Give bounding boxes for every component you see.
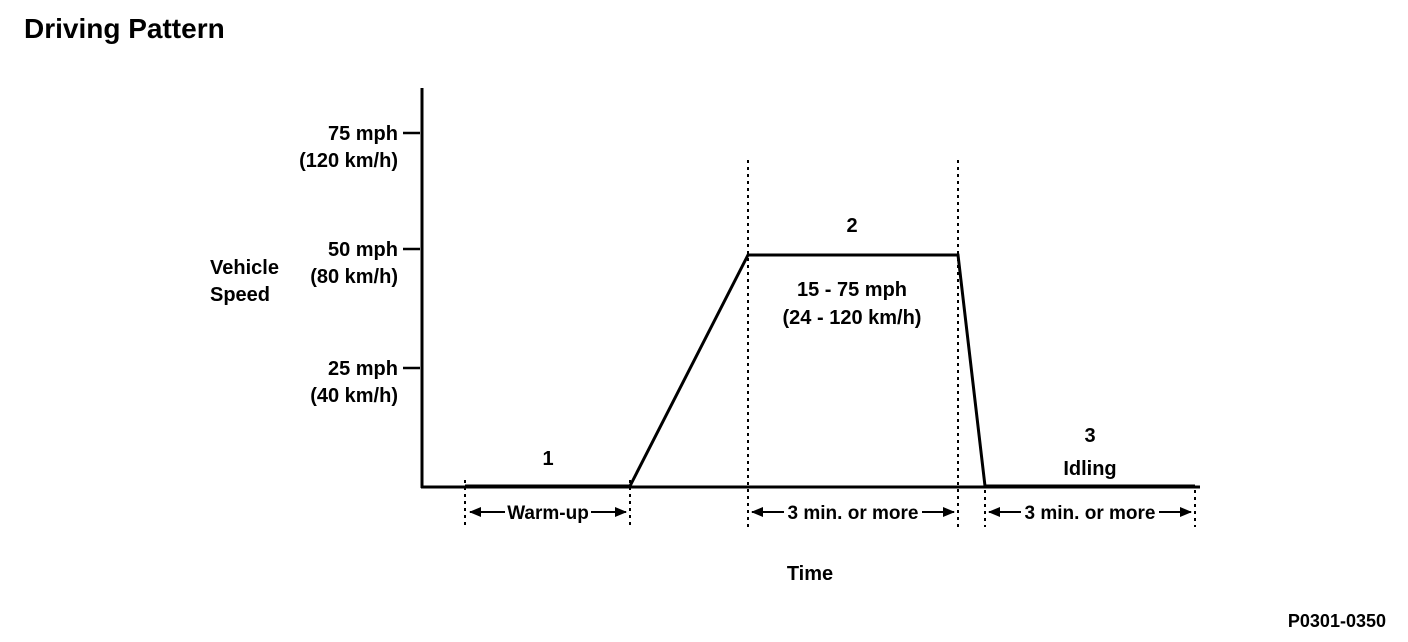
y-axis-title-line1: Vehicle <box>210 257 279 279</box>
y-tick-label-25-mph: 25 mph <box>328 358 398 380</box>
phase-2-number: 2 <box>846 215 857 237</box>
y-tick-label-75-mph: 75 mph <box>328 123 398 145</box>
y-tick-label-50-mph: 50 mph <box>328 239 398 261</box>
idle-duration-label: 3 min. or more <box>1025 503 1156 524</box>
y-tick-label-75-kmh: (120 km/h) <box>299 150 398 172</box>
y-tick-label-25-kmh: (40 km/h) <box>310 385 398 407</box>
idling-label: Idling <box>1063 458 1116 480</box>
speed-profile-line <box>465 253 1195 488</box>
y-tick-label-50-kmh: (80 km/h) <box>310 266 398 288</box>
cruise-duration-label: 3 min. or more <box>788 503 919 524</box>
y-axis-title-line2: Speed <box>210 284 270 306</box>
x-axis-title: Time <box>787 563 833 585</box>
cruise-speed-range-mph: 15 - 75 mph <box>797 279 907 301</box>
figure-code: P0301-0350 <box>1288 611 1386 631</box>
warmup-duration-label: Warm-up <box>507 503 589 524</box>
cruise-speed-range-kmh: (24 - 120 km/h) <box>783 307 922 329</box>
page-title: Driving Pattern <box>24 13 225 44</box>
phase-1-number: 1 <box>542 448 553 470</box>
phase-3-number: 3 <box>1084 425 1095 447</box>
